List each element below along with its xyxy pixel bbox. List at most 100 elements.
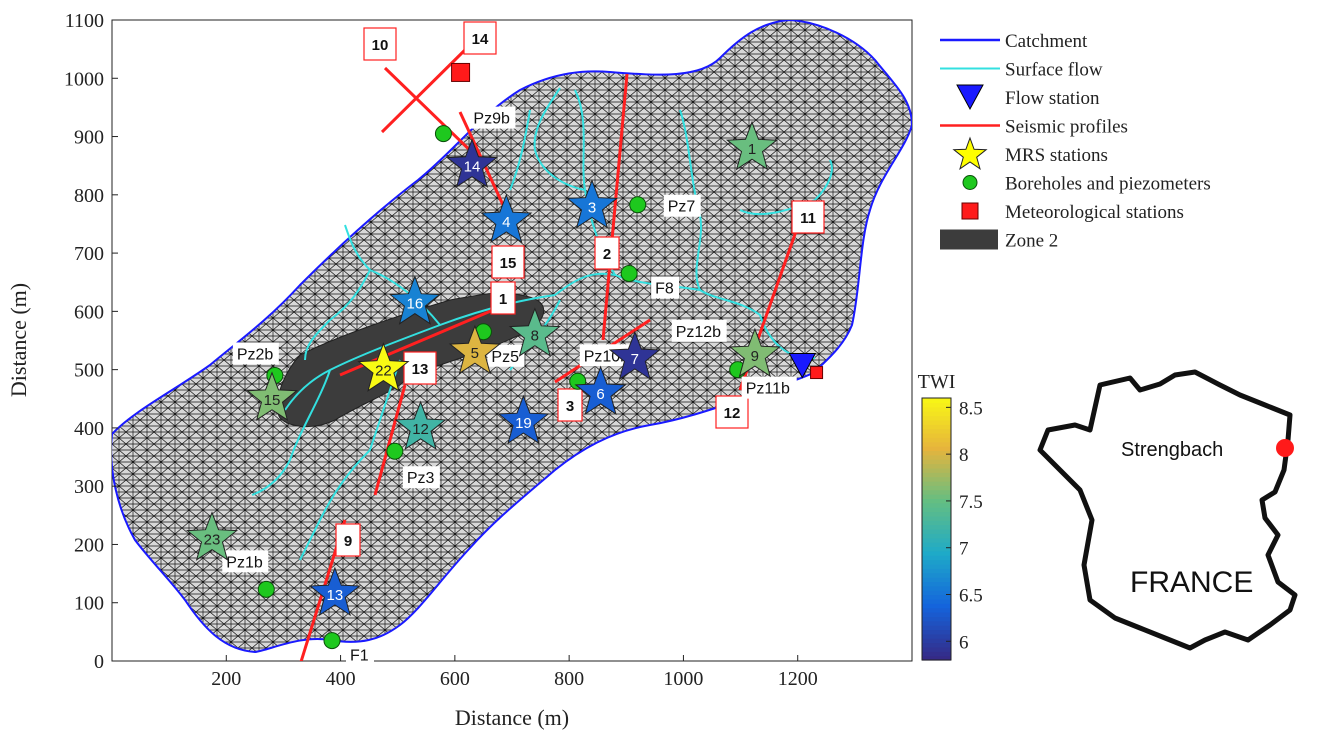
borehole-label: Pz7 bbox=[668, 199, 696, 216]
mrs-station-star bbox=[388, 275, 441, 325]
y-tick-label: 0 bbox=[94, 651, 104, 673]
mrs-station-label: 3 bbox=[588, 199, 596, 216]
legend-label: Boreholes and piezometers bbox=[1005, 174, 1211, 195]
borehole-label: Pz2b bbox=[237, 346, 274, 363]
colorbar-frame bbox=[921, 397, 952, 661]
seismic-label-box bbox=[791, 200, 825, 234]
x-tick-label: 600 bbox=[440, 668, 470, 690]
seismic-profile-label: 2 bbox=[603, 246, 611, 263]
mrs-station-label: 4 bbox=[502, 214, 510, 231]
colorbar-tick-label: 8.5 bbox=[959, 398, 983, 419]
y-tick-label: 1100 bbox=[65, 10, 104, 32]
x-tick-label: 800 bbox=[554, 668, 584, 690]
seismic-label-box bbox=[403, 351, 437, 385]
mrs-station-star bbox=[574, 365, 627, 416]
colorbar-segment bbox=[922, 533, 951, 539]
colorbar-segment bbox=[922, 467, 951, 473]
mrs-station-label: 23 bbox=[204, 532, 221, 549]
meteo-station-marker bbox=[810, 366, 824, 380]
colorbar-segment bbox=[922, 568, 951, 574]
borehole-marker bbox=[620, 264, 638, 282]
colorbar-segment bbox=[922, 563, 951, 569]
y-tick-label: 500 bbox=[74, 360, 104, 382]
borehole-marker bbox=[434, 125, 452, 143]
mrs-station-label: 15 bbox=[264, 392, 281, 409]
mrs-station-label: 6 bbox=[596, 386, 604, 403]
colorbar-segment bbox=[922, 655, 951, 661]
borehole-label-bg bbox=[651, 276, 680, 299]
colorbar-segment bbox=[922, 485, 951, 491]
colorbar-segment bbox=[922, 529, 951, 534]
borehole-label: Pz1b bbox=[226, 554, 263, 571]
seismic-profile-label: 12 bbox=[724, 405, 741, 422]
colorbar-segment bbox=[922, 594, 951, 600]
legend-flow-triangle bbox=[956, 84, 984, 111]
colorbar-segment bbox=[922, 450, 951, 456]
colorbar-title: TWI bbox=[918, 371, 956, 393]
inset-site-label: Strengbach bbox=[1121, 439, 1223, 461]
colorbar-segment bbox=[922, 472, 951, 478]
seismic-profile-label: 13 bbox=[412, 361, 429, 378]
flow-station-marker bbox=[788, 353, 817, 379]
colorbar-segment bbox=[922, 638, 951, 644]
mrs-station-star bbox=[508, 307, 561, 357]
colorbar-tick-label: 7.5 bbox=[959, 492, 983, 513]
mrs-station-star bbox=[357, 342, 410, 392]
colorbar-segment bbox=[922, 598, 951, 604]
mrs-station-star bbox=[308, 566, 361, 617]
colorbar-segment bbox=[922, 415, 951, 421]
mrs-station-label: 16 bbox=[407, 296, 424, 313]
mrs-station-star bbox=[245, 371, 299, 421]
flow-station-triangle bbox=[788, 353, 817, 379]
borehole-label: Pz12b bbox=[676, 324, 721, 341]
y-tick-label: 200 bbox=[74, 534, 104, 556]
y-tick-label: 700 bbox=[74, 243, 104, 265]
y-tick-label: 400 bbox=[74, 418, 104, 440]
colorbar-segment bbox=[922, 611, 951, 617]
colorbar-segment bbox=[922, 402, 951, 408]
colorbar-segment bbox=[922, 515, 951, 521]
seismic-profile-label: 1 bbox=[499, 291, 507, 308]
y-tick-label: 100 bbox=[74, 593, 104, 615]
legend-label: Meteorological stations bbox=[1005, 202, 1184, 223]
seismic-label-box bbox=[490, 281, 516, 315]
colorbar-segment bbox=[922, 502, 951, 508]
legend-label: Zone 2 bbox=[1005, 231, 1058, 252]
seismic-profile-label: 15 bbox=[500, 255, 517, 272]
colorbar-segment bbox=[922, 520, 951, 526]
colorbar-segment bbox=[922, 603, 951, 609]
seismic-profile-label: 10 bbox=[372, 37, 389, 54]
colorbar-segment bbox=[922, 572, 951, 578]
strengbach-marker bbox=[1276, 439, 1294, 457]
mrs-station-star bbox=[185, 511, 239, 561]
colorbar-segment bbox=[922, 616, 951, 622]
mrs-station-star bbox=[608, 330, 661, 381]
borehole-label-bg bbox=[346, 643, 374, 666]
mrs-station-star bbox=[394, 400, 447, 451]
legend-circle bbox=[962, 175, 978, 190]
seismic-label-box bbox=[715, 395, 749, 429]
y-axis-label: Distance (m) bbox=[6, 283, 31, 397]
legend-zone2-patch bbox=[940, 229, 998, 250]
colorbar-segment bbox=[922, 625, 951, 631]
legend-label: MRS stations bbox=[1005, 145, 1108, 166]
colorbar-segment bbox=[922, 437, 951, 443]
colorbar-segment bbox=[922, 480, 951, 486]
colorbar-segment bbox=[922, 432, 951, 438]
colorbar-segment bbox=[922, 489, 951, 495]
colorbar-segment bbox=[922, 419, 951, 425]
colorbar-segment bbox=[922, 590, 951, 596]
colorbar-segment bbox=[922, 542, 951, 548]
borehole-label: F8 bbox=[655, 280, 674, 297]
legend-square bbox=[961, 202, 979, 220]
france-inset-map: Strengbach FRANCE bbox=[1037, 369, 1298, 651]
colorbar-segment bbox=[922, 507, 951, 513]
colorbar-segment bbox=[922, 511, 951, 517]
borehole-label: Pz3 bbox=[407, 470, 435, 487]
colorbar-segment bbox=[922, 498, 951, 504]
colorbar-segment bbox=[922, 642, 951, 648]
mrs-station-label: 8 bbox=[531, 328, 539, 345]
